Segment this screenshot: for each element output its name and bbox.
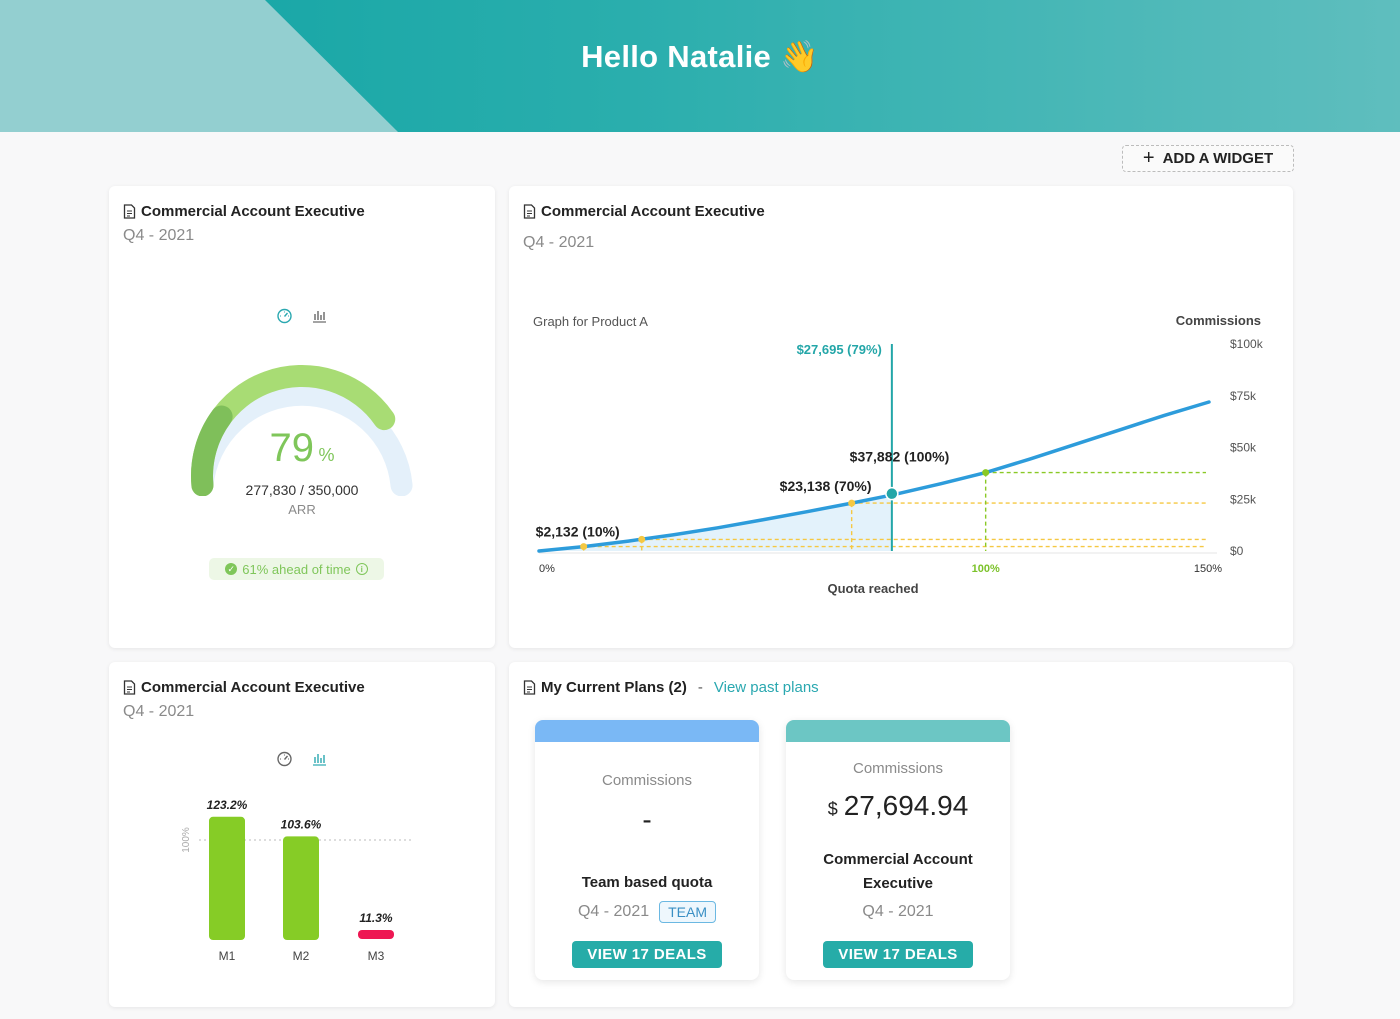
widget-period: Q4 - 2021	[123, 227, 195, 244]
bar-value-label: 103.6%	[281, 817, 322, 831]
view-deals-button[interactable]: VIEW 17 DEALS	[823, 941, 973, 968]
gauge-attained: 277,830 / 350,000	[245, 482, 359, 498]
view-toggle	[276, 750, 328, 767]
y-tick-label: $75k	[1230, 389, 1257, 403]
plan-period: Q4 - 2021	[577, 903, 650, 920]
bar-chart-view-icon[interactable]	[311, 307, 328, 324]
y-tick-label: $0	[1230, 544, 1244, 558]
gauge-percent: 79 %	[109, 426, 495, 471]
gauge-view-icon[interactable]	[276, 307, 293, 324]
bar-category-label: M2	[293, 949, 310, 963]
info-icon[interactable]: i	[355, 563, 368, 575]
plan-name: Commercial Account Executive	[823, 851, 973, 892]
marker-point	[580, 543, 588, 551]
widget-title-text: My Current Plans (2)	[541, 679, 687, 696]
bar-chart-view-icon[interactable]	[311, 750, 328, 767]
view-toggle	[276, 307, 328, 324]
gauge-percent-value: 79	[269, 426, 315, 470]
header-banner: Hello Natalie 👋	[0, 0, 1400, 132]
bar	[209, 816, 245, 940]
plus-icon: +	[1142, 146, 1155, 169]
reference-label: 100%	[181, 827, 192, 853]
amount-value: 27,694.94	[843, 790, 969, 821]
widget-title-text: Commercial Account Executive	[141, 203, 365, 220]
plan-period: Q4 - 2021	[862, 903, 934, 920]
bar-category-label: M1	[219, 949, 236, 963]
plan-commissions-label: Commissions	[852, 760, 943, 777]
plan-card-team: Commissions - Team based quota Q4 - 2021…	[535, 720, 759, 980]
ahead-label: 61% ahead of time	[242, 561, 351, 577]
y-tick-label: $50k	[1230, 441, 1257, 455]
plan-band	[535, 720, 759, 742]
marker-point	[638, 535, 646, 543]
plan-commissions-label: Commissions	[601, 772, 692, 789]
widget-title: Commercial Account Executive	[523, 203, 765, 220]
view-deals-button[interactable]: VIEW 17 DEALS	[572, 941, 722, 968]
marker-point	[848, 499, 856, 507]
marker-label: $2,132 (10%)	[536, 524, 620, 540]
widget-period: Q4 - 2021	[523, 234, 595, 251]
current-position-label: $27,695 (79%)	[797, 342, 882, 357]
add-widget-label: ADD A WIDGET	[1162, 150, 1274, 167]
commission-line	[537, 400, 1211, 553]
greeting-title: Hello Natalie 👋	[581, 39, 819, 74]
document-icon	[123, 204, 136, 219]
header-decoration	[0, 0, 398, 132]
marker-label: $37,882 (100%)	[850, 449, 950, 465]
gauge-unit: ARR	[288, 502, 316, 517]
y-axis-title: Commissions	[1176, 313, 1261, 328]
widget-title-text: Commercial Account Executive	[141, 679, 365, 696]
x-tick-label: 150%	[1194, 563, 1222, 575]
bar-category-label: M3	[368, 949, 385, 963]
plan-period-row: Q4 - 2021	[786, 903, 1010, 921]
widget-title: Commercial Account Executive	[123, 679, 365, 696]
plan-name: Team based quota	[581, 874, 713, 891]
gauge-widget: Commercial Account Executive Q4 - 2021 7…	[109, 186, 495, 648]
bar-value-label: 11.3%	[359, 911, 392, 925]
widget-title: Commercial Account Executive	[123, 203, 365, 220]
add-widget-button[interactable]: + ADD A WIDGET	[1122, 145, 1294, 172]
commission-area	[539, 493, 892, 551]
widget-period: Q4 - 2021	[123, 703, 195, 720]
plan-period-row: Q4 - 2021 TEAM	[535, 901, 759, 923]
x-tick-label: 0%	[539, 563, 555, 575]
y-tick-label: $100k	[1230, 337, 1264, 351]
plan-commissions-amount: -	[642, 804, 652, 835]
gauge-view-icon[interactable]	[276, 750, 293, 767]
bar	[358, 930, 394, 939]
gauge-time-progress	[191, 405, 233, 496]
plan-card-commercial: Commissions $27,694.94 Commercial Accoun…	[786, 720, 1010, 980]
current-plans-widget: My Current Plans (2) - View past plans C…	[509, 662, 1293, 1007]
view-past-plans-link[interactable]: View past plans	[713, 679, 819, 696]
title-separator: -	[697, 679, 703, 696]
document-icon	[123, 680, 136, 695]
gauge-percent-unit: %	[318, 445, 335, 465]
plan-commissions-amount: $27,694.94	[786, 790, 1010, 822]
monthly-bar-widget: Commercial Account Executive Q4 - 2021 1…	[109, 662, 495, 1007]
current-position-point	[885, 486, 899, 501]
currency-symbol: $	[827, 799, 838, 819]
chart-title: Graph for Product A	[533, 314, 648, 329]
ahead-of-time-badge: ✓ 61% ahead of time i	[209, 558, 384, 580]
y-tick-label: $25k	[1230, 492, 1257, 506]
widget-title-text: Commercial Account Executive	[541, 203, 765, 220]
commission-chart-widget: Commercial Account Executive Q4 - 2021 G…	[509, 186, 1293, 648]
check-icon: ✓	[225, 563, 238, 575]
x-tick-label: 100%	[972, 563, 1000, 575]
team-badge: TEAM	[659, 901, 717, 923]
monthly-bar-chart: 100% 123.2% M1 103.6% M2 11.3% M3	[181, 798, 411, 963]
plan-band	[786, 720, 1010, 742]
bar-value-label: 123.2%	[207, 798, 248, 812]
document-icon	[523, 204, 536, 219]
commission-line-chart: Graph for Product A Commissions Quota reac…	[533, 313, 1264, 596]
gauge-chart	[191, 365, 413, 496]
marker-point	[982, 469, 990, 477]
x-axis-title: Quota reached	[827, 581, 918, 596]
widget-title: My Current Plans (2) - View past plans	[523, 679, 819, 696]
bar	[283, 836, 319, 940]
marker-label: $23,138 (70%)	[780, 478, 872, 494]
document-icon	[523, 680, 536, 695]
